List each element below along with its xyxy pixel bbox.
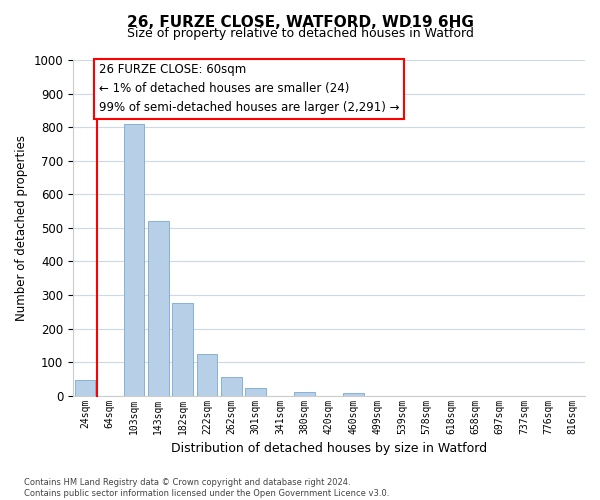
Y-axis label: Number of detached properties: Number of detached properties <box>15 135 28 321</box>
Bar <box>197 354 217 396</box>
Bar <box>124 124 144 396</box>
Bar <box>245 388 266 396</box>
Text: 26 FURZE CLOSE: 60sqm
← 1% of detached houses are smaller (24)
99% of semi-detac: 26 FURZE CLOSE: 60sqm ← 1% of detached h… <box>98 64 399 114</box>
Text: 26, FURZE CLOSE, WATFORD, WD19 6HG: 26, FURZE CLOSE, WATFORD, WD19 6HG <box>127 15 473 30</box>
Bar <box>75 380 95 396</box>
Bar <box>172 304 193 396</box>
Bar <box>221 376 242 396</box>
Text: Size of property relative to detached houses in Watford: Size of property relative to detached ho… <box>127 28 473 40</box>
Text: Contains HM Land Registry data © Crown copyright and database right 2024.
Contai: Contains HM Land Registry data © Crown c… <box>24 478 389 498</box>
X-axis label: Distribution of detached houses by size in Watford: Distribution of detached houses by size … <box>171 442 487 455</box>
Bar <box>294 392 315 396</box>
Bar <box>343 394 364 396</box>
Bar <box>148 221 169 396</box>
